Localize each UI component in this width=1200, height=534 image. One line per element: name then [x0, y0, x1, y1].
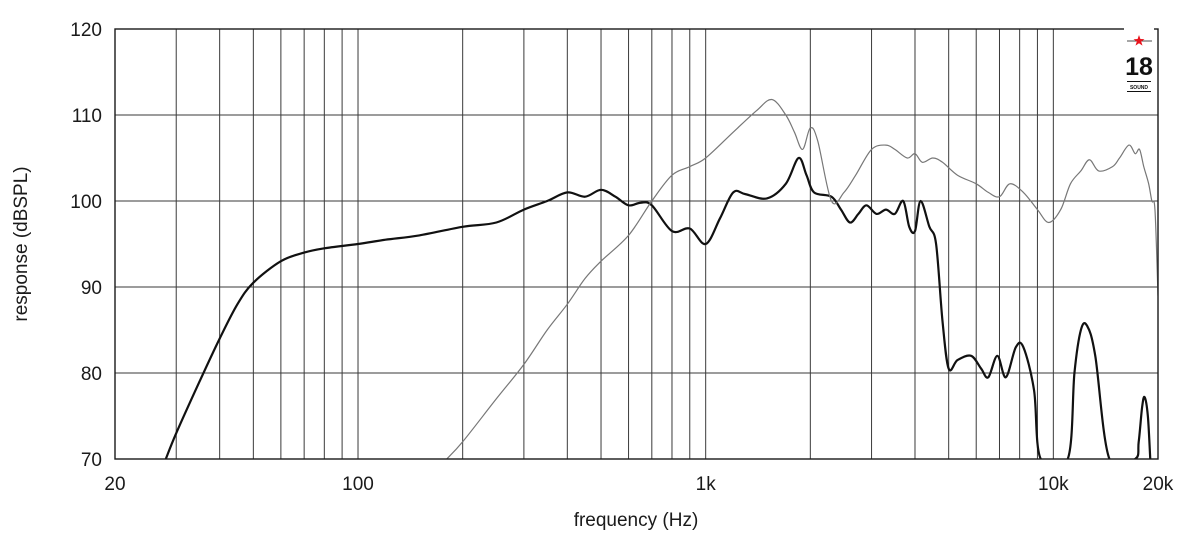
- logo-small-text: SOUND: [1130, 85, 1148, 91]
- series-group: [164, 98, 1158, 459]
- grid: [115, 29, 1158, 459]
- logo-number: 18: [1125, 53, 1153, 81]
- y-tick-label: 120: [70, 20, 102, 41]
- x-tick-label: 100: [342, 474, 374, 495]
- series-line-2: [446, 98, 1158, 459]
- y-tick-labels: 70 80 90 100 110 120: [70, 20, 102, 471]
- plot-frame: [114, 28, 1159, 460]
- x-tick-labels: 20 100 1k 10k 20k: [104, 474, 1173, 495]
- brand-logo: 18 SOUND: [1124, 28, 1154, 98]
- y-tick-label: 110: [72, 106, 102, 127]
- y-axis-label: response (dBSPL): [11, 166, 32, 321]
- y-tick-label: 70: [81, 450, 102, 471]
- series-line-1: [164, 156, 1152, 459]
- x-tick-label: 20: [104, 474, 125, 495]
- y-tick-label: 80: [81, 364, 102, 385]
- y-tick-label: 100: [70, 192, 102, 213]
- x-axis-label: frequency (Hz): [574, 510, 699, 531]
- x-tick-label: 10k: [1038, 474, 1069, 495]
- star-icon: [1133, 35, 1145, 46]
- x-tick-label: 1k: [696, 474, 717, 495]
- y-tick-label: 90: [81, 278, 102, 299]
- x-tick-label: 20k: [1143, 474, 1174, 495]
- plot-background: [115, 29, 1158, 459]
